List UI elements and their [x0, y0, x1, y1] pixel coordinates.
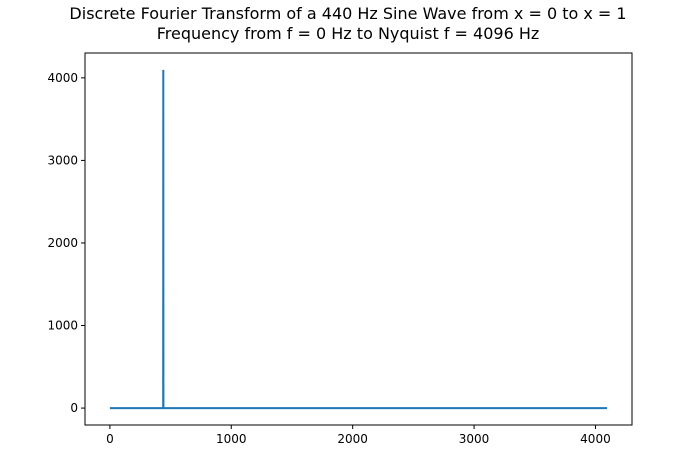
x-tick-label: 2000 — [337, 432, 368, 446]
y-tick-label: 2000 — [47, 236, 78, 250]
plot-frame — [84, 52, 633, 426]
y-tick-label: 4000 — [47, 71, 78, 85]
y-tick-label: 3000 — [47, 153, 78, 167]
chart-title: Discrete Fourier Transform of a 440 Hz S… — [69, 4, 626, 23]
x-tick-label: 3000 — [459, 432, 490, 446]
x-tick-label: 1000 — [216, 432, 247, 446]
plot-area: 0 1000 2000 3000 4000 0 1000 2000 3000 4000 — [47, 52, 633, 446]
y-tick-label: 1000 — [47, 319, 78, 333]
data-series-line-0 — [109, 69, 608, 410]
x-tick-label: 4000 — [580, 432, 611, 446]
y-tick-label: 0 — [70, 401, 78, 415]
chart-subtitle: Frequency from f = 0 Hz to Nyquist f = 4… — [157, 24, 540, 43]
x-tick-label: 0 — [106, 432, 114, 446]
